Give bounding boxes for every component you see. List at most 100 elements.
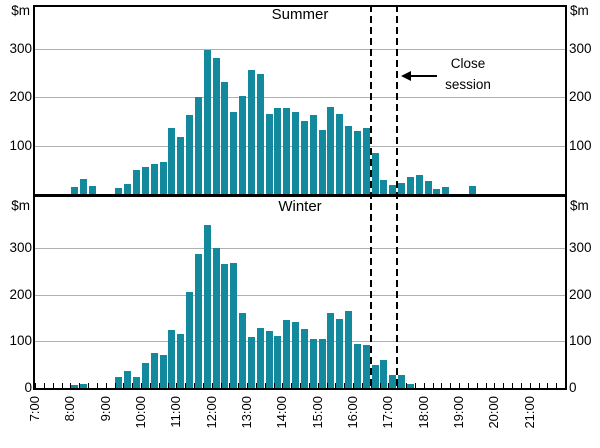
x-minor-tick	[291, 383, 293, 388]
x-minor-tick	[123, 383, 125, 388]
gridline-200	[35, 294, 565, 296]
unit-label-bottom-right: $m	[570, 198, 589, 213]
bar-summer-10:15	[150, 163, 158, 194]
x-tick-label-13:00: 13:00	[239, 396, 254, 429]
bar-winter-15:00	[318, 339, 326, 388]
plot-border-right	[565, 5, 567, 390]
y-tick-label-right: 300	[569, 41, 592, 56]
x-minor-tick	[158, 383, 160, 388]
bar-winter-11:00	[177, 334, 185, 388]
x-minor-tick	[238, 383, 240, 388]
x-minor-tick	[353, 383, 354, 388]
bar-winter-10:45	[168, 330, 176, 388]
x-tick-label-9:00: 9:00	[97, 396, 113, 422]
x-minor-tick	[317, 383, 319, 388]
bar-summer-10:30	[159, 162, 167, 194]
x-minor-tick	[132, 383, 134, 388]
x-minor-tick	[43, 383, 45, 388]
x-minor-tick	[255, 383, 257, 388]
bar-summer-12:30	[230, 112, 238, 194]
bar-summer-11:00	[177, 137, 185, 194]
x-minor-tick	[476, 383, 478, 388]
x-minor-tick	[494, 383, 496, 388]
bar-winter-13:15	[256, 328, 264, 388]
x-minor-tick	[335, 383, 337, 388]
x-minor-tick	[141, 383, 142, 388]
gridline-200	[35, 97, 565, 99]
bar-winter-8:00	[71, 385, 79, 388]
x-minor-tick	[520, 383, 522, 388]
bar-summer-13:45	[274, 108, 282, 194]
x-minor-tick	[52, 383, 54, 388]
bar-summer-18:30	[442, 187, 450, 194]
x-minor-tick	[459, 383, 460, 388]
bar-summer-18:00	[424, 181, 432, 194]
close-session-line2: session	[445, 77, 491, 92]
bar-winter-14:00	[283, 320, 291, 388]
x-minor-tick	[379, 383, 381, 388]
bar-winter-13:30	[265, 331, 273, 388]
bar-summer-11:45	[203, 49, 211, 194]
bar-summer-8:15	[80, 179, 88, 194]
x-minor-tick	[485, 383, 487, 388]
bar-winter-14:30	[300, 329, 308, 388]
x-minor-tick	[547, 383, 549, 388]
x-minor-tick	[96, 383, 98, 388]
bar-summer-13:30	[265, 113, 273, 194]
x-minor-tick	[344, 383, 346, 388]
bar-summer-9:15	[115, 188, 123, 194]
y-tick-label-left: 0	[24, 380, 32, 395]
bar-summer-8:00	[71, 186, 79, 194]
x-tick-label-17:00: 17:00	[380, 396, 396, 429]
y-tick-label-left: 200	[9, 286, 32, 302]
bar-winter-12:45	[239, 313, 247, 388]
x-minor-tick	[105, 383, 107, 388]
bar-winter-10:00	[141, 362, 149, 388]
x-minor-tick	[185, 383, 187, 388]
x-tick-label-12:00: 12:00	[203, 396, 219, 429]
x-minor-tick	[300, 383, 301, 388]
x-minor-tick	[273, 383, 275, 388]
y-tick-label-right: 100	[569, 333, 592, 349]
bar-winter-16:45	[380, 359, 388, 388]
y-tick-label-right: 200	[569, 89, 592, 105]
y-tick-label-left: 300	[9, 41, 32, 56]
x-minor-tick	[229, 383, 231, 388]
bar-winter-17:00	[389, 374, 397, 388]
unit-label-top-right: $m	[570, 3, 589, 18]
bar-summer-9:30	[124, 183, 132, 194]
x-minor-tick	[308, 383, 310, 388]
bar-summer-17:15	[398, 182, 406, 194]
x-tick-label-15:00: 15:00	[309, 396, 325, 429]
bar-summer-9:45	[133, 169, 141, 194]
y-tick-label-right: 300	[569, 239, 592, 255]
bar-summer-10:45	[168, 128, 176, 194]
bar-summer-14:00	[283, 108, 291, 194]
x-minor-tick	[264, 383, 266, 388]
bar-winter-11:30	[194, 253, 202, 388]
x-minor-tick	[79, 383, 81, 388]
bar-summer-16:45	[380, 180, 388, 194]
gridline-300	[35, 49, 565, 50]
bar-summer-16:30	[371, 153, 379, 194]
bar-summer-13:15	[256, 74, 264, 194]
bar-summer-12:45	[239, 95, 247, 194]
x-minor-tick	[467, 383, 469, 388]
panel-title-winter: Winter	[278, 198, 322, 215]
gridline-300	[35, 247, 565, 249]
unit-label-top-left: $m	[11, 3, 30, 18]
x-minor-tick	[397, 383, 399, 388]
x-minor-tick	[70, 383, 72, 388]
x-tick-label-19:00: 19:00	[451, 396, 466, 429]
x-minor-tick	[512, 383, 513, 388]
bar-summer-13:00	[247, 70, 255, 194]
bar-summer-14:45	[309, 115, 317, 194]
bar-summer-12:15	[221, 81, 229, 194]
plot-border-top	[33, 5, 567, 7]
x-tick-label-16:00: 16:00	[345, 396, 360, 429]
bar-summer-11:15	[186, 115, 194, 194]
bar-winter-8:15	[80, 384, 88, 388]
bar-summer-18:15	[433, 189, 441, 194]
bar-summer-15:15	[327, 107, 335, 194]
